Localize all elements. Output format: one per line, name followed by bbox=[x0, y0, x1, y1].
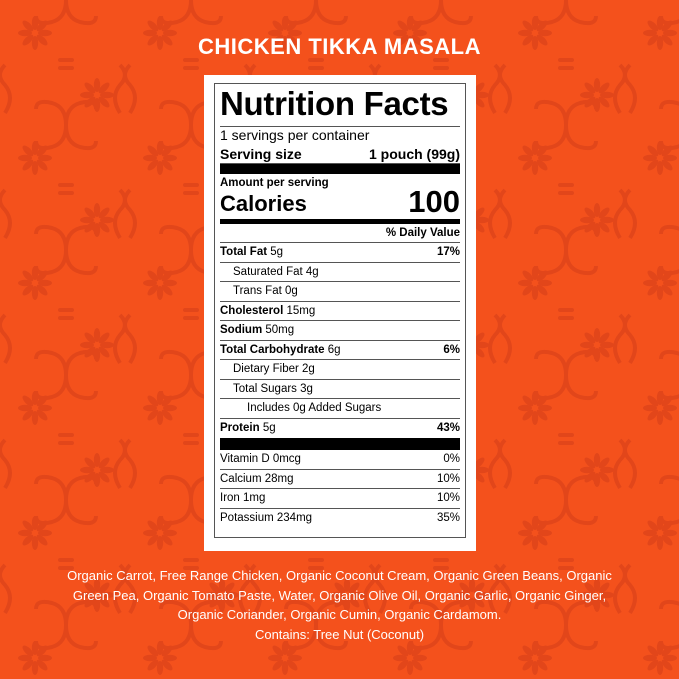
servings-per-container: 1 servings per container bbox=[220, 127, 370, 143]
nutrient-row: Cholesterol 15mg bbox=[220, 302, 460, 321]
amount-per-serving: Amount per serving bbox=[220, 177, 329, 189]
nutrient-row: Total Fat 5g 17% bbox=[220, 243, 460, 263]
nutrient-row: Sodium 50mg bbox=[220, 321, 460, 341]
nutrient-row: Dietary Fiber 2g bbox=[220, 360, 460, 380]
nutrient-amount: 15mg bbox=[286, 304, 316, 317]
nutrient-row: Total Carbohydrate 6g 6% bbox=[220, 341, 460, 360]
nutrient-label: Cholesterol bbox=[220, 304, 284, 317]
nutrient-label: Total Carbohydrate bbox=[220, 343, 325, 356]
calories-value: 100 bbox=[408, 184, 460, 219]
nutrient-name: Total Carbohydrate 6g bbox=[220, 344, 341, 356]
nutrient-name: Total Fat 5g bbox=[220, 246, 283, 258]
calories-label: Calories bbox=[220, 191, 307, 216]
nutrient-name: Cholesterol 15mg bbox=[220, 305, 315, 317]
nutrition-facts-label: Nutrition Facts 1 servings per container… bbox=[214, 83, 466, 538]
nutrient-name: Protein 5g bbox=[220, 422, 276, 434]
calories-row: Calories 100 bbox=[220, 184, 460, 224]
nutrient-row: Total Sugars 3g bbox=[220, 380, 460, 399]
divider-thick bbox=[220, 164, 460, 174]
ingredients-text: Organic Carrot, Free Range Chicken, Orga… bbox=[67, 568, 612, 623]
nutrition-facts-heading: Nutrition Facts bbox=[220, 84, 460, 127]
vitamin-daily-value: 35% bbox=[436, 512, 460, 525]
nutrient-amount: 6g bbox=[327, 343, 341, 356]
nutrient-daily-value: 6% bbox=[443, 343, 460, 356]
nutrient-row: Saturated Fat 4g bbox=[220, 263, 460, 282]
nutrient-name: Saturated Fat 4g bbox=[233, 265, 319, 278]
nutrient-row: Protein 5g 43% bbox=[220, 419, 460, 439]
nutrient-name: Total Sugars 3g bbox=[233, 382, 313, 395]
vitamin-row: Iron 1mg 10% bbox=[220, 489, 460, 509]
nutrient-daily-value: 17% bbox=[436, 246, 460, 259]
divider-thick bbox=[220, 438, 460, 450]
serving-size-row: Serving size 1 pouch (99g) bbox=[220, 144, 460, 164]
nutrient-name: Trans Fat 0g bbox=[233, 285, 298, 298]
vitamin-name: Vitamin D 0mcg bbox=[220, 453, 301, 466]
nutrient-amount: 5g bbox=[262, 422, 276, 435]
nutrient-row: Trans Fat 0g bbox=[220, 282, 460, 302]
nutrient-name: Sodium 50mg bbox=[220, 324, 294, 336]
ingredients-block: Organic Carrot, Free Range Chicken, Orga… bbox=[60, 566, 619, 644]
vitamin-row: Vitamin D 0mcg 0% bbox=[220, 450, 460, 470]
vitamin-row: Calcium 28mg 10% bbox=[220, 470, 460, 489]
product-title: CHICKEN TIKKA MASALA bbox=[198, 34, 481, 59]
serving-size-value: 1 pouch (99g) bbox=[368, 145, 460, 162]
nutrient-name: Dietary Fiber 2g bbox=[233, 363, 315, 376]
nutrient-label: Protein bbox=[220, 422, 260, 435]
daily-value-header: % Daily Value bbox=[220, 224, 460, 243]
nutrient-row: Includes 0g Added Sugars bbox=[220, 399, 460, 419]
nutrient-amount: 50mg bbox=[265, 324, 295, 337]
vitamin-name: Iron 1mg bbox=[220, 492, 266, 505]
nutrient-label: Sodium bbox=[220, 324, 263, 337]
nutrient-label: Total Fat bbox=[220, 246, 268, 259]
vitamin-row: Potassium 234mg 35% bbox=[220, 509, 460, 529]
nutrient-daily-value: 43% bbox=[436, 422, 460, 435]
allergen-statement: Contains: Tree Nut (Coconut) bbox=[254, 626, 425, 642]
nutrient-amount: 5g bbox=[270, 246, 284, 259]
nutrition-card: Nutrition Facts 1 servings per container… bbox=[204, 75, 476, 551]
vitamin-daily-value: 10% bbox=[436, 492, 460, 505]
nutrient-name: Includes 0g Added Sugars bbox=[247, 402, 382, 415]
vitamin-daily-value: 0% bbox=[443, 453, 460, 466]
vitamin-daily-value: 10% bbox=[436, 472, 460, 485]
vitamin-name: Calcium 28mg bbox=[220, 472, 294, 485]
vitamin-name: Potassium 234mg bbox=[220, 512, 313, 525]
serving-size-label: Serving size bbox=[220, 145, 302, 162]
